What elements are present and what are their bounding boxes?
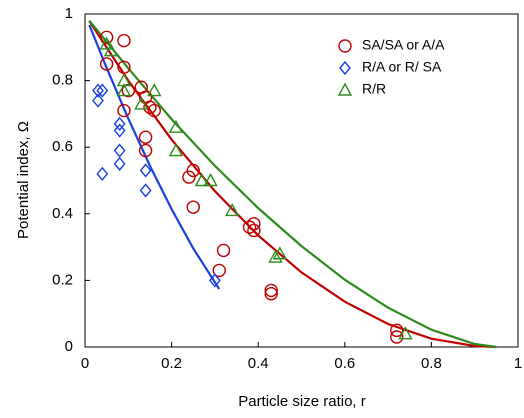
plot-frame: [84, 13, 519, 348]
marker-triangle: [147, 83, 162, 97]
marker-diamond: [113, 116, 126, 131]
marker-circle: [121, 83, 136, 98]
marker-diamond: [92, 93, 104, 108]
fit-curve: [88, 19, 497, 349]
marker-circle: [147, 103, 161, 118]
legend-label: SA/SA or A/A: [362, 37, 445, 53]
marker-circle: [99, 30, 114, 45]
marker-circle: [186, 200, 200, 214]
legend-marker: [338, 39, 352, 53]
marker-diamond: [113, 123, 126, 138]
marker-circle: [182, 170, 196, 184]
marker-triangle: [116, 83, 132, 97]
x-tick-label: 0.6: [334, 355, 355, 372]
marker-triangle: [168, 119, 184, 133]
marker-triangle: [225, 203, 240, 217]
marker-circle: [216, 243, 231, 258]
fit-curve: [88, 24, 221, 290]
y-tick-label: 0: [65, 338, 73, 355]
marker-triangle: [194, 173, 210, 187]
marker-circle: [117, 33, 131, 48]
marker-circle: [138, 130, 153, 144]
marker-triangle: [99, 36, 114, 50]
marker-circle: [143, 100, 157, 114]
legend-label: R/R: [362, 81, 386, 97]
marker-triangle: [268, 249, 283, 263]
x-tick-label: 1: [514, 355, 522, 372]
y-tick-label: 0.2: [52, 271, 73, 288]
marker-circle: [264, 283, 278, 298]
x-axis-label: Particle size ratio, r: [238, 393, 366, 410]
legend-marker: [337, 82, 353, 96]
marker-diamond: [96, 83, 109, 98]
y-tick-label: 0.8: [52, 72, 73, 89]
x-tick-label: 0.4: [248, 355, 269, 372]
marker-circle: [99, 57, 114, 71]
marker-triangle: [103, 43, 119, 57]
marker-diamond: [208, 273, 221, 288]
marker-circle: [390, 330, 404, 344]
marker-circle: [117, 103, 131, 118]
marker-triangle: [168, 143, 184, 157]
marker-diamond: [139, 163, 152, 178]
y-axis-label: Potential index, Ω: [15, 121, 32, 239]
marker-circle: [212, 263, 226, 278]
marker-diamond: [113, 143, 126, 158]
marker-triangle: [134, 96, 149, 110]
legend-label: R/A or R/ SA: [362, 59, 442, 75]
legend-marker: [339, 60, 351, 76]
marker-diamond: [113, 156, 126, 171]
marker-diamond: [139, 183, 152, 198]
y-tick-label: 1: [65, 5, 73, 22]
x-tick-label: 0.8: [421, 355, 442, 372]
marker-circle: [138, 143, 153, 158]
fit-curve: [88, 20, 497, 349]
marker-circle: [186, 163, 200, 178]
marker-circle: [242, 220, 257, 234]
marker-circle: [247, 223, 261, 238]
marker-circle: [247, 217, 261, 231]
marker-circle: [390, 323, 404, 338]
marker-triangle: [203, 173, 218, 187]
marker-diamond: [92, 83, 104, 98]
x-tick-label: 0: [81, 355, 89, 372]
x-tick-label: 0.2: [161, 355, 182, 372]
y-tick-label: 0.6: [52, 138, 73, 155]
marker-triangle: [398, 326, 413, 340]
marker-circle: [264, 287, 278, 301]
marker-diamond: [96, 166, 109, 181]
y-tick-label: 0.4: [52, 205, 73, 222]
marker-triangle: [272, 246, 288, 260]
